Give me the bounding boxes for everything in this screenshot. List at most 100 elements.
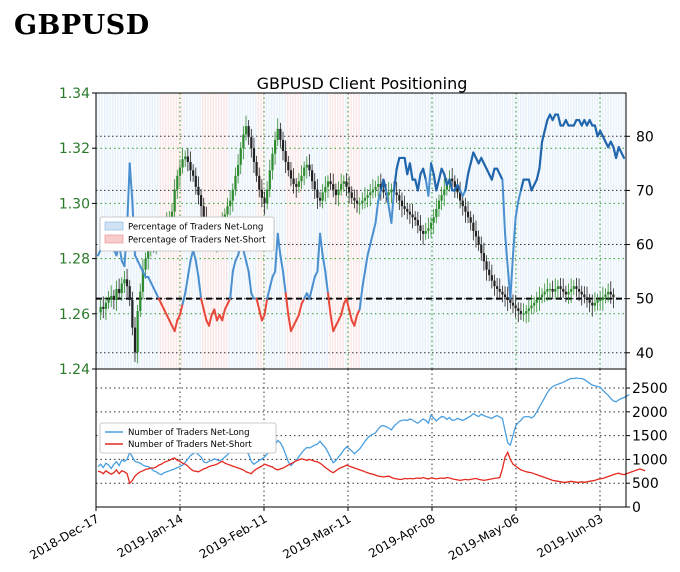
candle-body: [125, 279, 129, 287]
shade-stripe: [453, 93, 456, 369]
pct-segment: [163, 308, 168, 316]
legend-swatch: [104, 234, 124, 244]
candle-body: [242, 134, 245, 149]
pct-segment: [245, 259, 250, 273]
candle-body: [189, 162, 192, 171]
candle-body: [572, 286, 575, 289]
shade-stripe: [509, 93, 511, 369]
candle-body: [258, 175, 261, 190]
candle-body: [355, 200, 359, 204]
candle-body: [403, 206, 406, 209]
pct-segment: [556, 113, 562, 127]
pct-segment: [213, 308, 218, 322]
pct-segment: [229, 270, 234, 300]
pct-segment: [268, 276, 274, 289]
shade-stripe: [363, 93, 366, 369]
shade-stripe: [384, 93, 387, 369]
pct-segment: [435, 178, 441, 192]
candle-body: [580, 291, 583, 295]
pct-segment: [377, 189, 382, 203]
candle-body: [353, 197, 356, 201]
candle-body: [408, 211, 411, 215]
pct-segment: [363, 254, 369, 273]
shade-stripe: [520, 93, 522, 369]
candle-body: [176, 175, 179, 190]
pct-segment: [519, 178, 525, 192]
candle-body: [334, 189, 337, 196]
candle-body: [485, 261, 488, 270]
pct-segment: [165, 313, 171, 322]
count-tick-label: 2000: [632, 405, 668, 421]
pct-segment: [260, 313, 266, 322]
candle-body: [348, 186, 351, 193]
shade-stripe: [392, 93, 395, 369]
shade-stripe: [334, 93, 336, 369]
candle-body: [583, 294, 586, 298]
shade-stripe: [538, 93, 541, 369]
shade-stripe: [374, 93, 376, 369]
candle-body: [340, 184, 343, 190]
candle-body: [567, 291, 570, 295]
pct-segment: [466, 162, 472, 176]
pct-segment: [408, 162, 414, 181]
candle-body: [564, 291, 567, 295]
candle-body: [599, 300, 602, 301]
pct-segment: [498, 173, 504, 181]
candle-body: [474, 231, 478, 237]
candle-body: [509, 300, 512, 303]
shade-stripe: [400, 93, 403, 369]
candle-body: [422, 231, 425, 234]
candle-body: [525, 311, 528, 314]
shade-stripe: [390, 93, 392, 369]
shade-stripe: [292, 93, 294, 369]
candle-body: [527, 308, 530, 312]
candle-body: [461, 200, 464, 207]
candle-body: [469, 217, 472, 223]
pct-segment: [385, 189, 390, 208]
pct-segment: [437, 167, 443, 181]
pct-segment: [178, 303, 184, 316]
shade-stripe: [522, 93, 525, 369]
pct-segment: [620, 151, 626, 160]
candle-body: [102, 306, 105, 309]
candle-body: [374, 186, 377, 190]
candle-body: [596, 300, 599, 303]
shade-stripe: [355, 93, 358, 369]
shade-stripe: [588, 93, 591, 369]
shade-stripe: [469, 93, 472, 369]
candle-body: [194, 175, 197, 187]
candle-body: [411, 214, 414, 218]
candle-body: [543, 291, 546, 295]
pct-segment: [390, 189, 396, 224]
candle-body: [511, 302, 515, 306]
count-tick-label: 1500: [632, 429, 668, 445]
candle-body: [279, 128, 282, 140]
shade-stripe: [467, 93, 469, 369]
pct-segment: [369, 232, 374, 246]
page-heading: GBPUSD: [14, 10, 150, 41]
candle-body: [133, 327, 137, 353]
candle-body: [459, 192, 462, 201]
date-tick-label: 2019-May-06: [446, 511, 521, 563]
pct-segment: [263, 297, 269, 316]
candle-body: [268, 170, 271, 190]
shade-stripe: [366, 93, 368, 369]
pct-segment: [395, 156, 401, 170]
pct-segment: [289, 324, 295, 333]
shade-stripe: [623, 93, 625, 369]
pct-segment: [358, 286, 364, 311]
shade-stripe: [498, 93, 501, 369]
pct-segment: [326, 292, 332, 316]
shade-stripe: [368, 93, 371, 369]
candle-body: [591, 302, 594, 306]
candle-body: [303, 167, 306, 176]
shade-stripe: [490, 93, 493, 369]
shade-stripe: [432, 93, 435, 369]
candle-body: [231, 189, 234, 201]
candle-body: [289, 170, 293, 179]
shade-stripe: [591, 93, 594, 369]
shade-stripe: [281, 93, 283, 369]
pct-segment: [136, 259, 142, 268]
trader-count-lines: [97, 377, 646, 485]
pct-segment: [250, 292, 255, 300]
